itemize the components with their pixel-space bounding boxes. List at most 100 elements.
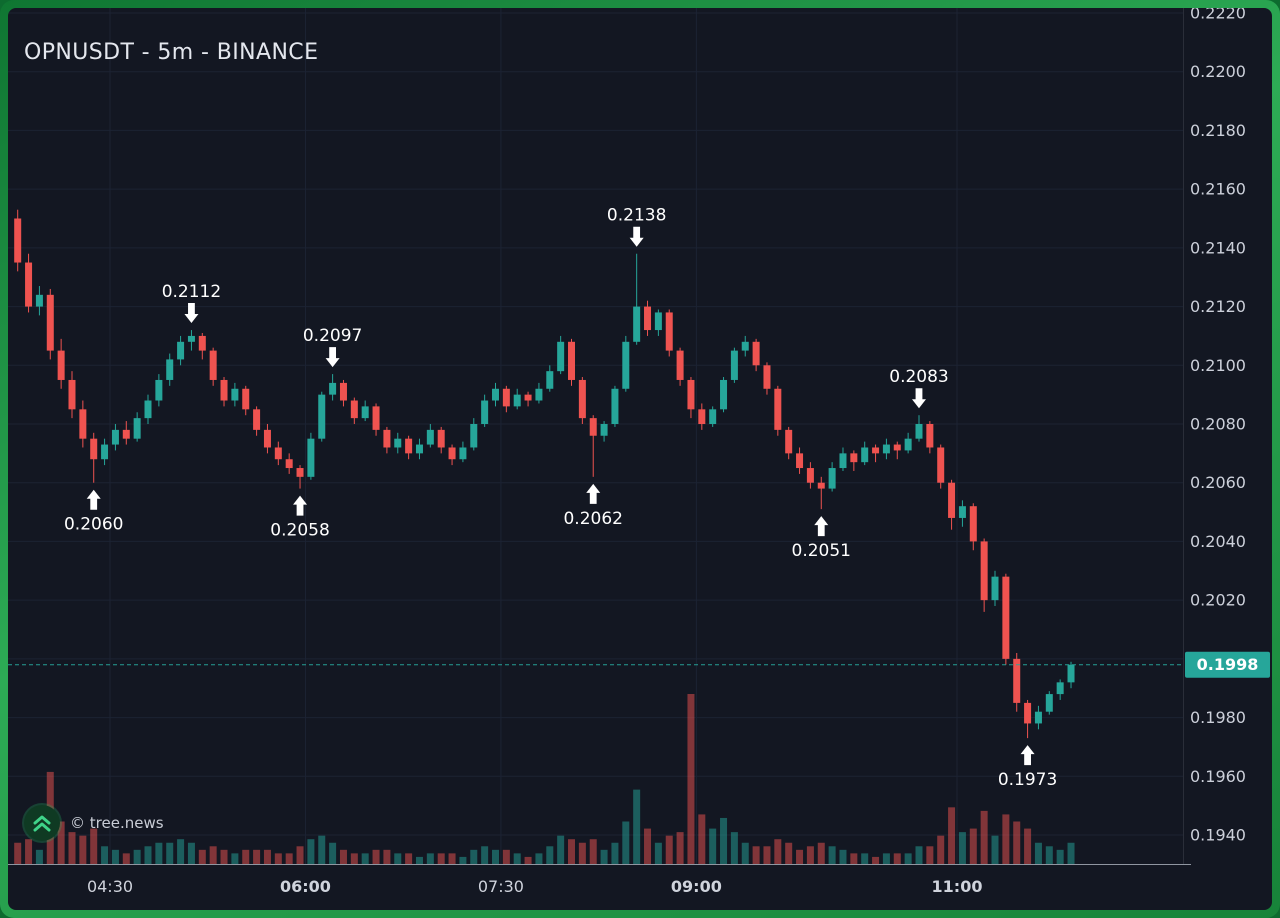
volume-bar bbox=[35, 849, 43, 864]
candle-body bbox=[448, 447, 456, 460]
candle-body bbox=[1024, 702, 1032, 724]
candle-body bbox=[926, 424, 934, 448]
price-axis[interactable]: 0.2220 0.2200 0.2180 0.2160 0.2140 0.2120 0.21… bbox=[1190, 8, 1246, 845]
candle-body bbox=[361, 406, 369, 419]
volume-bar bbox=[1013, 821, 1021, 864]
double-chevron-up-icon bbox=[24, 805, 60, 841]
price-tick-label: 0.2080 bbox=[1190, 415, 1246, 434]
candle-body bbox=[502, 388, 510, 407]
volume-bar bbox=[231, 853, 239, 864]
volume-bar bbox=[774, 839, 782, 864]
candle-body bbox=[546, 371, 554, 389]
candle-body bbox=[991, 576, 999, 601]
volume-bar bbox=[394, 853, 402, 864]
arrow-down-icon bbox=[911, 388, 926, 409]
volume-bar bbox=[177, 839, 185, 864]
volume-bar bbox=[415, 856, 423, 864]
candle-body bbox=[220, 379, 228, 401]
candle-body bbox=[904, 438, 912, 451]
volume-bar bbox=[57, 821, 65, 864]
candle-body bbox=[557, 341, 565, 372]
candle-body bbox=[394, 438, 402, 448]
candle-body bbox=[644, 306, 652, 331]
candle-body bbox=[470, 424, 478, 448]
candle-body bbox=[611, 388, 619, 424]
annotation-price-label: 0.2083 bbox=[889, 367, 948, 387]
volume-bar bbox=[969, 828, 977, 864]
candle-body bbox=[741, 341, 749, 351]
annotation-price-label: 0.2062 bbox=[563, 509, 622, 529]
volume-bar bbox=[133, 849, 141, 864]
volume-bar bbox=[882, 853, 890, 864]
volume-bar bbox=[361, 853, 369, 864]
volume-bar bbox=[198, 849, 206, 864]
volume-bar bbox=[872, 856, 880, 864]
candle-body bbox=[437, 429, 445, 448]
candle-body bbox=[491, 388, 499, 401]
volume-bar bbox=[937, 835, 945, 864]
volume-bar bbox=[589, 839, 597, 864]
volume-bar bbox=[644, 828, 652, 864]
volume-bar bbox=[209, 846, 217, 864]
price-tick-label: 0.1980 bbox=[1190, 708, 1246, 727]
candle-body bbox=[1056, 682, 1064, 695]
volume-bar bbox=[339, 849, 347, 864]
candle-body bbox=[329, 382, 337, 395]
volume-bar bbox=[1056, 849, 1064, 864]
candle-body bbox=[405, 438, 413, 454]
price-tick-label: 0.2220 bbox=[1190, 8, 1246, 23]
watermark-label: © tree.news bbox=[70, 814, 164, 832]
volume-bar bbox=[546, 846, 554, 864]
volume-bar bbox=[828, 846, 836, 864]
candle-body bbox=[915, 424, 923, 439]
volume-bar bbox=[817, 842, 825, 864]
time-tick-label: 11:00 bbox=[932, 877, 983, 896]
candle-body bbox=[274, 447, 282, 460]
candle-body bbox=[872, 447, 880, 454]
volume-bar bbox=[166, 842, 174, 864]
candle-body bbox=[622, 341, 630, 389]
candle-body bbox=[861, 447, 869, 463]
candles bbox=[14, 209, 1075, 739]
price-tick-label: 0.2200 bbox=[1190, 62, 1246, 81]
candle-body bbox=[578, 379, 586, 419]
volume-bar bbox=[893, 853, 901, 864]
candle-body bbox=[231, 388, 239, 401]
volume-bar bbox=[220, 849, 228, 864]
candle-body bbox=[144, 400, 152, 419]
annotation-price-label: 0.2097 bbox=[303, 326, 362, 346]
candle-body bbox=[307, 438, 315, 477]
candle-body bbox=[958, 506, 966, 518]
volume-bar bbox=[448, 853, 456, 864]
candle-body bbox=[426, 429, 434, 445]
volume-bar bbox=[763, 846, 771, 864]
volume-bar bbox=[730, 832, 738, 864]
candle-body bbox=[339, 382, 347, 401]
arrow-up-icon bbox=[293, 495, 308, 516]
time-axis[interactable]: 04:30 06:00 07:30 09:00 11:00 bbox=[87, 877, 983, 896]
volume-bar bbox=[1067, 842, 1075, 864]
candle-body bbox=[79, 409, 87, 439]
candlestick-chart[interactable]: 0.2060 0.2112 0.2097 0.2058 0.2062 0.2138 0.20… bbox=[8, 8, 1272, 910]
volume-bar bbox=[481, 846, 489, 864]
time-tick-label: 04:30 bbox=[87, 877, 133, 896]
volume-bar bbox=[79, 835, 87, 864]
arrow-up-icon bbox=[586, 483, 601, 504]
volume-bar bbox=[524, 856, 532, 864]
watermark: © tree.news bbox=[24, 805, 164, 841]
candle-body bbox=[122, 429, 130, 439]
candle-body bbox=[839, 453, 847, 469]
price-tick-label: 0.2160 bbox=[1190, 180, 1246, 199]
candle-body bbox=[14, 218, 22, 263]
volume-bar bbox=[253, 849, 261, 864]
candle-body bbox=[969, 506, 977, 542]
volume-bar bbox=[741, 842, 749, 864]
volume-bar bbox=[350, 853, 358, 864]
volume-bar bbox=[926, 846, 934, 864]
candle-body bbox=[155, 379, 163, 401]
candle-body bbox=[296, 468, 304, 477]
candle-body bbox=[415, 444, 423, 454]
price-tick-label: 0.1960 bbox=[1190, 767, 1246, 786]
volume-bar bbox=[535, 853, 543, 864]
